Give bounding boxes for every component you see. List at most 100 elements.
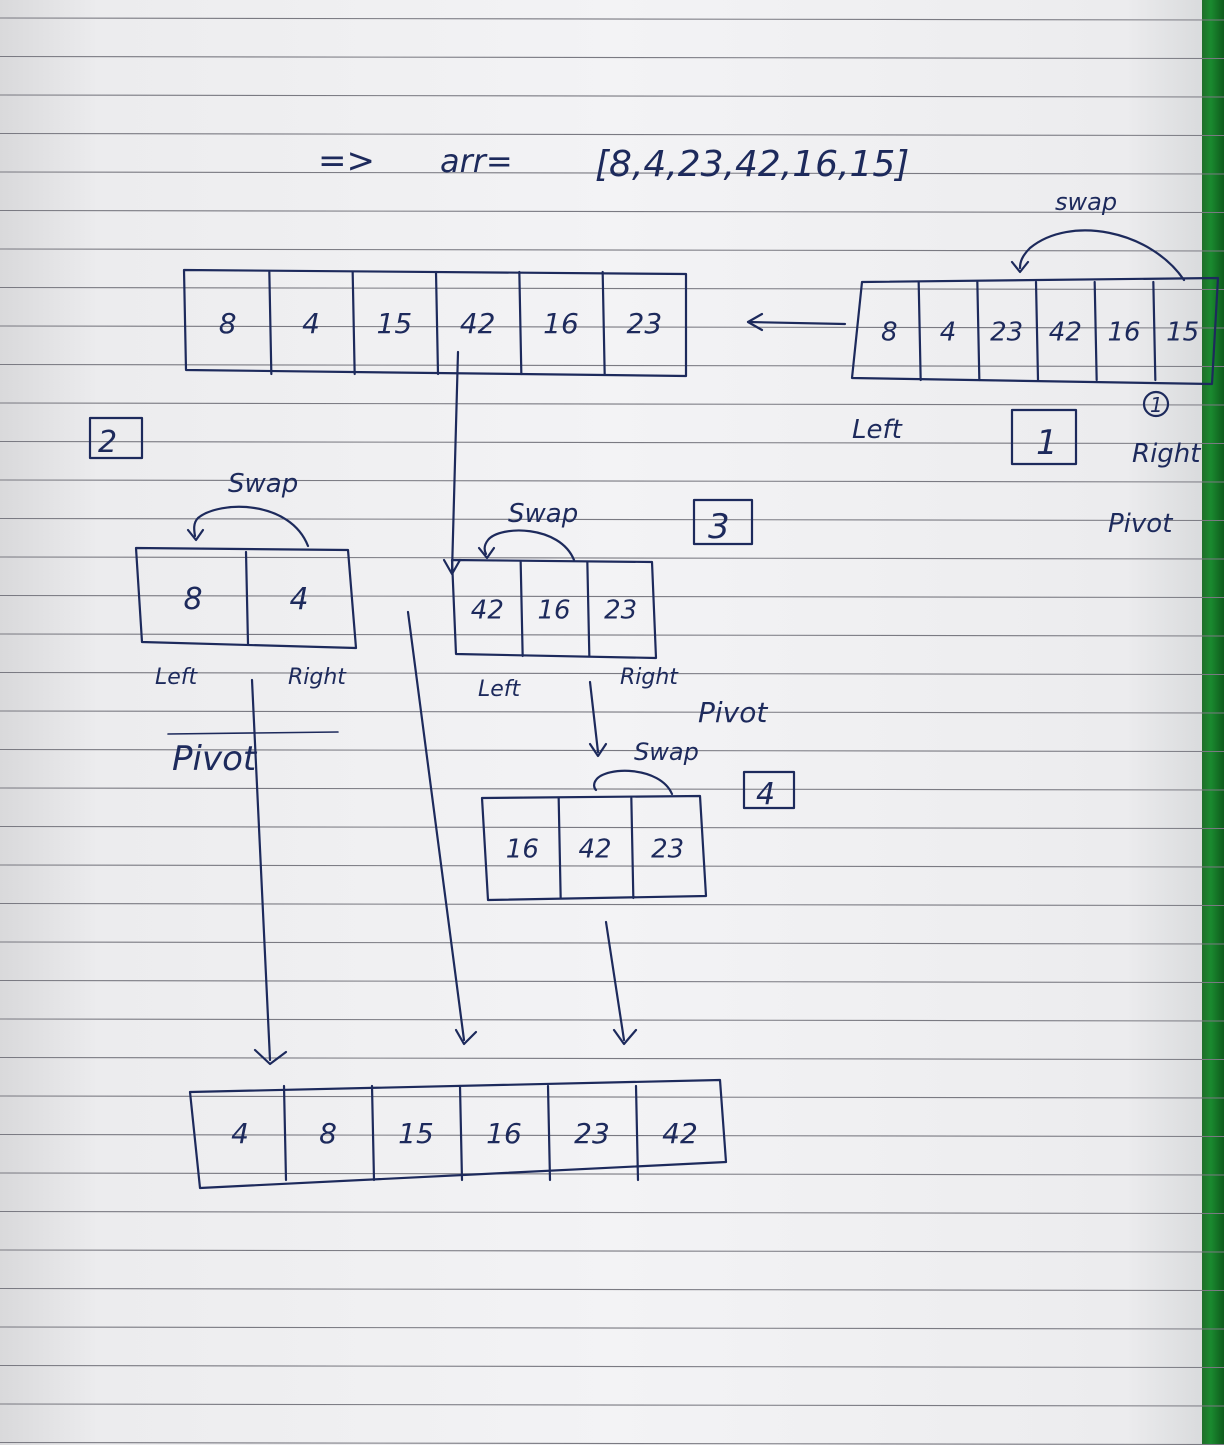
cell-divider (458, 1084, 464, 1182)
step2-number-box (88, 416, 144, 460)
step1-pivot-marker: 1 (1150, 393, 1163, 417)
ruled-line (0, 594, 1224, 599)
cell-divider (1093, 280, 1098, 382)
step1-swap-arrowhead (1010, 260, 1030, 274)
cell-value: 23 (627, 307, 663, 340)
step3-array-box (450, 558, 658, 660)
ruled-line (0, 402, 1224, 406)
ruled-line (0, 1249, 1224, 1253)
cell-value: 8 (219, 307, 237, 340)
step4-swap-label: Swap (634, 738, 699, 766)
ruled-line (0, 1095, 1224, 1099)
ruled-line (0, 1287, 1224, 1292)
green-margin-strip (1202, 0, 1224, 1445)
cell-divider (1152, 280, 1157, 382)
ruled-line (0, 440, 1224, 445)
ruled-line (0, 132, 1224, 137)
cell-value: 15 (377, 307, 413, 340)
ruled-line (0, 1210, 1224, 1215)
ruled-line (0, 1441, 1224, 1445)
step2-pivot-label: Pivot (172, 739, 258, 779)
ruled-line (0, 1018, 1224, 1022)
arrow-step2-to-result (250, 678, 272, 1062)
cell-value: 42 (1049, 317, 1082, 347)
cell-divider (518, 270, 523, 376)
cell-divider (634, 1084, 640, 1182)
cell-value: 4 (302, 307, 320, 340)
cell-value: 4 (289, 582, 308, 617)
cell-divider (976, 280, 981, 382)
step4-array-cells: 16 42 23 (506, 796, 684, 900)
cell-value: 15 (398, 1117, 434, 1150)
ruled-line (0, 325, 1224, 329)
step2-number: 2 (98, 425, 117, 460)
ruled-line (0, 1364, 1224, 1369)
ruled-line (0, 171, 1224, 175)
ruled-line (0, 517, 1224, 522)
cell-value: 16 (506, 834, 539, 864)
step3-number: 3 (708, 507, 730, 547)
cell-divider (1034, 280, 1040, 382)
ruled-line (0, 17, 1224, 21)
cell-value: 23 (651, 834, 684, 864)
step4-number: 4 (756, 777, 775, 812)
cell-divider (434, 270, 440, 376)
ruled-line (0, 941, 1224, 945)
ruled-line (0, 979, 1224, 984)
cell-value: 23 (604, 595, 637, 625)
step3-swap-arrowhead (477, 546, 496, 560)
arrow-partition-to-step3 (450, 350, 460, 574)
arrow-partition-to-step3-head (442, 558, 462, 576)
ruled-lines (0, 17, 1224, 1445)
ruled-line (0, 286, 1224, 291)
cell-value: 42 (460, 307, 496, 340)
step3-array-cells: 42 16 23 (471, 560, 637, 658)
ruled-line (0, 55, 1224, 60)
cell-value: 42 (662, 1117, 698, 1150)
arrow-middle-to-result (406, 610, 466, 1042)
cell-divider (282, 1084, 288, 1182)
header-array-text: [8,4,23,42,16,15] (595, 144, 909, 185)
ruled-line (0, 633, 1224, 637)
cell-value: 42 (471, 595, 504, 625)
cell-value: 16 (543, 307, 579, 340)
cell-value: 15 (1166, 317, 1199, 347)
ruled-line (0, 1056, 1224, 1061)
step2-right-label: Right (288, 665, 347, 690)
ruled-line (0, 864, 1224, 868)
step1-pivot-marker-circle (1142, 390, 1170, 418)
step1-swap-label: swap (1055, 188, 1117, 216)
step1-pivot-label: Pivot (1108, 509, 1173, 539)
arrow-step2-to-result-head (253, 1048, 288, 1066)
step1-number-box (1010, 408, 1078, 466)
arrow-step4-to-result (604, 920, 626, 1042)
step1-swap-arc (1018, 229, 1186, 282)
step4-number-box (742, 770, 796, 810)
cell-divider (268, 270, 273, 376)
ruled-line (0, 1172, 1224, 1176)
cell-divider (630, 796, 635, 900)
ruled-line (0, 710, 1224, 714)
cell-divider (370, 1084, 376, 1182)
arrow-step1-to-partition (746, 320, 847, 326)
step2-left-label: Left (155, 665, 199, 690)
step3-swap-label: Swap (508, 499, 578, 529)
arrow-step1-head (746, 312, 764, 332)
step1-left-label: Left (852, 415, 903, 445)
step1-array-cells: 8 4 23 42 16 15 (881, 280, 1199, 382)
step3-left-label: Left (478, 677, 522, 702)
cell-value: 16 (486, 1117, 522, 1150)
ruled-line (0, 209, 1224, 214)
cell-divider (601, 270, 606, 376)
step3-number-box (692, 498, 754, 546)
ruled-line (0, 671, 1224, 676)
header-arrow: => (318, 141, 375, 181)
step4-array-box (480, 794, 708, 902)
step2-array-box (134, 546, 358, 650)
cell-value: 16 (1107, 317, 1140, 347)
ruled-line (0, 1403, 1224, 1407)
step1-right-label: Right (1132, 439, 1201, 469)
cell-value: 8 (183, 582, 202, 617)
